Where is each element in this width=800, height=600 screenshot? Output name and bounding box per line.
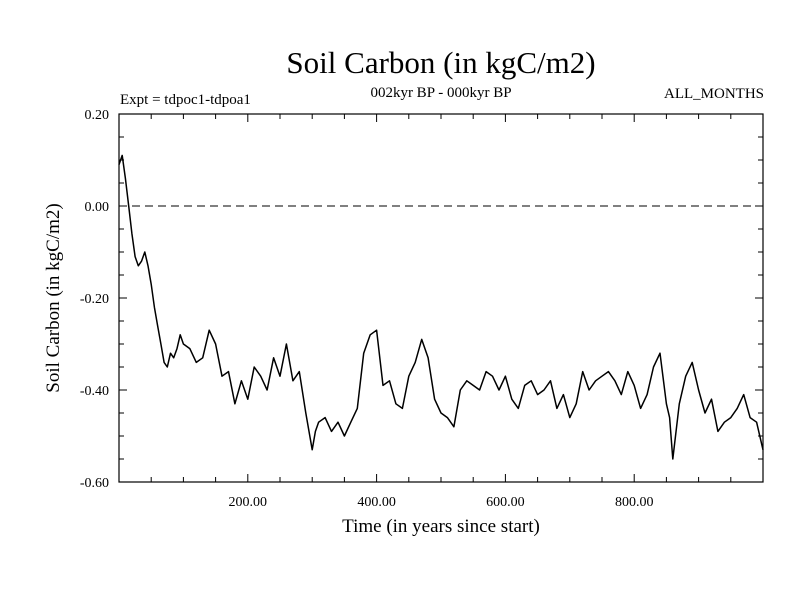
- x-tick-label: 600.00: [486, 495, 525, 510]
- y-tick-label: -0.20: [80, 292, 109, 307]
- x-tick-label: 800.00: [615, 495, 654, 510]
- y-tick-label: 0.20: [85, 108, 110, 123]
- chart-title: Soil Carbon (in kgC/m2): [286, 45, 595, 80]
- x-tick-label: 200.00: [229, 495, 268, 510]
- x-tick-labels: 200.00 400.00 600.00 800.00: [229, 495, 654, 510]
- y-axis-label: Soil Carbon (in kgC/m2): [43, 203, 64, 392]
- y-tick-labels: 0.20 0.00 -0.20 -0.40 -0.60: [80, 108, 109, 491]
- experiment-label: Expt = tdpoc1-tdpoa1: [120, 92, 251, 108]
- x-axis-label: Time (in years since start): [342, 516, 540, 537]
- y-tick-label: -0.40: [80, 384, 109, 399]
- y-tick-label: -0.60: [80, 476, 109, 491]
- soil-carbon-line: [118, 154, 764, 460]
- months-label: ALL_MONTHS: [664, 86, 764, 102]
- y-tick-label: 0.00: [85, 200, 110, 215]
- tick-marks: [119, 114, 763, 482]
- plot-frame: [118, 113, 764, 483]
- chart-subtitle: 002kyr BP - 000kyr BP: [370, 85, 511, 101]
- x-tick-label: 400.00: [357, 495, 396, 510]
